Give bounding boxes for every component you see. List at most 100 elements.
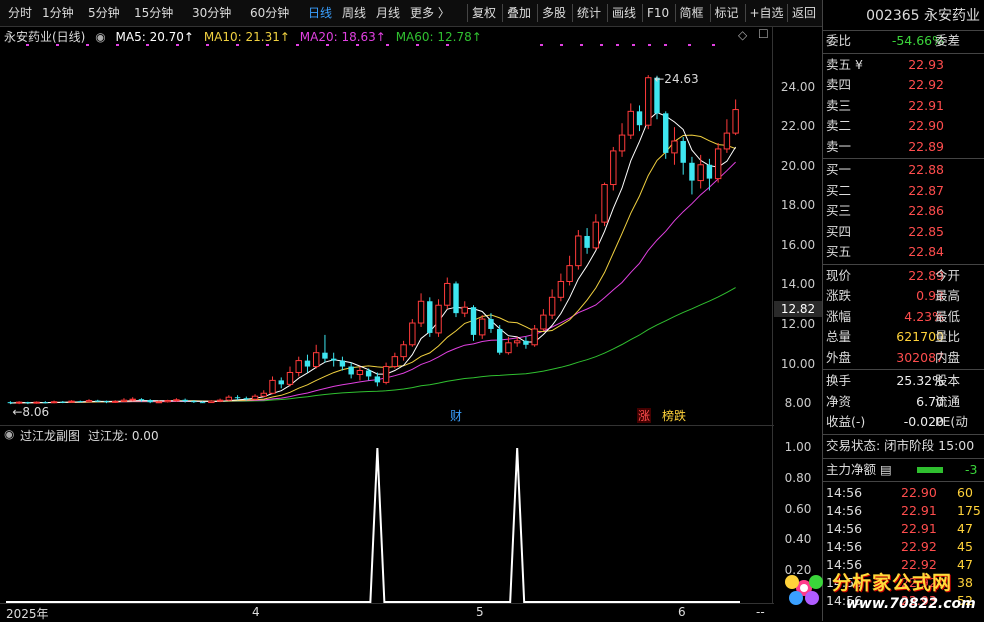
row-value: 302087 xyxy=(896,349,944,365)
toolbar-divider xyxy=(502,4,503,22)
period-tab[interactable]: 60分钟 xyxy=(250,6,290,20)
candle-body xyxy=(173,399,180,402)
row-label: 卖一 xyxy=(826,138,852,154)
sub-settings-icon[interactable]: ◉ xyxy=(4,427,15,441)
candle xyxy=(120,398,128,403)
row-label-right: 最高 xyxy=(935,288,961,303)
tick-time: 14:56 xyxy=(826,538,863,554)
candle-body xyxy=(636,111,643,126)
period-tab[interactable]: 日线 xyxy=(308,6,333,20)
tick-price: 22.92 xyxy=(901,538,937,554)
last-price-tag: 12.82 xyxy=(774,300,822,317)
toolbar-divider xyxy=(787,4,788,22)
row-value: 22.85 xyxy=(908,223,944,239)
candle-body xyxy=(7,402,14,404)
signal-dot xyxy=(688,44,691,46)
toolbar-button[interactable]: F10 xyxy=(647,6,670,20)
candle xyxy=(155,400,163,404)
ma-toggle-icon[interactable]: ◉ xyxy=(95,30,106,44)
tick-row: 14:56 22.91 175 xyxy=(823,501,984,521)
toolbar-divider xyxy=(572,4,573,22)
candle-body xyxy=(25,402,31,404)
period-tab[interactable]: 15分钟 xyxy=(134,6,174,20)
candle-body xyxy=(199,402,206,404)
trade-status: 交易状态: 闭市阶段 15:00 xyxy=(826,437,975,453)
row-value: 25.32% xyxy=(896,373,944,388)
candle-body xyxy=(251,395,259,400)
row-value: 22.89 xyxy=(908,267,944,283)
candle-body xyxy=(417,300,425,324)
candle xyxy=(566,255,573,286)
period-tab[interactable]: 周线 xyxy=(342,6,367,20)
candle xyxy=(95,399,101,403)
chart-settings-icon[interactable]: ◇ xyxy=(738,28,748,42)
bid-row: 买四 22.85 xyxy=(823,222,984,242)
candle-body xyxy=(286,371,294,385)
tick-volume: 45 xyxy=(957,538,973,554)
limit-up-marker[interactable]: 涨 xyxy=(638,408,650,423)
divider xyxy=(823,30,984,31)
flow-value: -3 xyxy=(965,461,978,477)
rank-marker[interactable]: 榜跌 xyxy=(662,408,686,423)
candle xyxy=(689,156,695,195)
row-value: 22.93 xyxy=(908,56,944,72)
period-toolbar: 分时 1分钟 5分钟 15分钟 30分钟 60分钟 日线 周线 月线 更多 〉 复权 叠加 多股 统计 画线… xyxy=(0,0,822,27)
row-label-right: PE(动 xyxy=(935,414,968,429)
candle xyxy=(191,400,197,403)
tick-time: 14:56 xyxy=(826,502,863,518)
toolbar-button[interactable]: 返回 xyxy=(792,6,817,20)
bid-row: 买三 22.86 xyxy=(823,201,984,221)
candle xyxy=(601,182,608,227)
sub-tick: 0.80 xyxy=(784,470,812,485)
candle-body xyxy=(330,358,337,361)
toolbar-button[interactable]: 统计 xyxy=(577,6,602,20)
finance-marker[interactable]: 财 xyxy=(450,409,462,423)
period-tab[interactable]: 月线 xyxy=(376,6,401,20)
toolbar-divider xyxy=(467,4,468,22)
candlestick-chart[interactable]: ←24.63 ←8.06 财 涨榜跌 xyxy=(0,44,774,424)
candle xyxy=(427,297,433,337)
candle xyxy=(723,119,731,153)
period-tab[interactable]: 5分钟 xyxy=(88,6,120,20)
stat-row: 收益(-) -0.020 PE(动 xyxy=(823,412,984,432)
toolbar-button[interactable]: 多股 xyxy=(542,6,567,20)
row-value: 22.84 xyxy=(908,244,944,259)
period-tab[interactable]: 1分钟 xyxy=(42,6,74,20)
toolbar-button[interactable]: 复权 xyxy=(472,6,497,20)
candle-body xyxy=(77,401,83,403)
candle xyxy=(356,366,364,381)
divider xyxy=(823,263,984,265)
candle xyxy=(592,214,600,250)
period-tab[interactable]: 30分钟 xyxy=(192,6,232,20)
candle-body xyxy=(339,360,346,367)
tick-time: 14:56 xyxy=(826,556,863,572)
candle-body xyxy=(382,366,390,383)
period-tab[interactable]: 分时 xyxy=(8,6,33,20)
candle xyxy=(164,399,171,403)
candle-body xyxy=(732,109,739,134)
close-icon[interactable]: ☐ xyxy=(758,27,769,41)
signal-dot xyxy=(446,44,449,46)
row-value: 4.23% xyxy=(904,308,944,324)
signal-dot xyxy=(326,44,329,46)
candle-body xyxy=(304,360,311,367)
date-tick: 6 xyxy=(678,605,686,619)
indicator-legend: 永安药业(日线) ◉ MA5: 20.70↑ MA10: 21.31↑ MA20… xyxy=(4,28,488,44)
candle-body xyxy=(312,352,320,368)
sub-indicator-chart[interactable] xyxy=(0,444,774,604)
stock-name-label: 永安药业(日线) xyxy=(4,30,86,44)
candle xyxy=(461,301,468,318)
candle-body xyxy=(523,340,529,345)
period-tab[interactable]: 更多 〉 xyxy=(410,6,450,20)
toolbar-button[interactable]: 简框 xyxy=(679,6,704,20)
row-label-right: 委差 xyxy=(935,33,961,48)
candle xyxy=(654,75,660,120)
candle-body xyxy=(584,235,590,248)
tick-price: 22.91 xyxy=(901,520,937,536)
tick-row: 14:56 22.90 60 xyxy=(823,483,984,503)
toolbar-button[interactable]: 叠加 xyxy=(507,6,532,20)
price-tick: 22.00 xyxy=(780,119,816,134)
toolbar-button[interactable]: 画线 xyxy=(612,6,637,20)
toolbar-button[interactable]: 标记 xyxy=(714,6,739,20)
toolbar-button[interactable]: +自选 xyxy=(749,6,784,20)
